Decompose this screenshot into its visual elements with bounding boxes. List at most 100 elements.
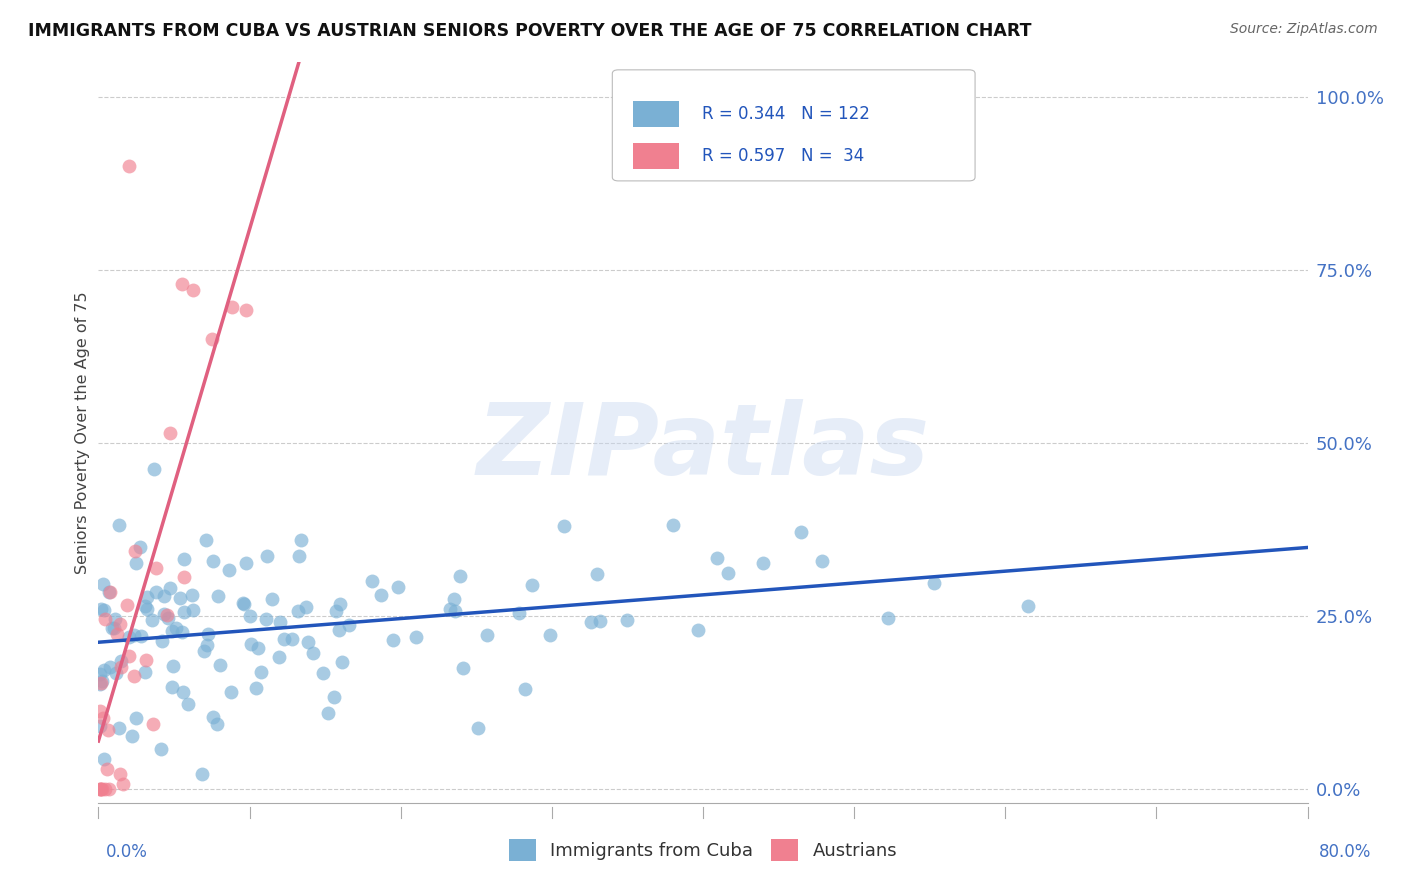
Point bbox=[125, 556, 148, 570]
Point bbox=[89, 781, 111, 796]
Point bbox=[90, 673, 112, 688]
Point bbox=[589, 615, 612, 629]
Point bbox=[297, 635, 319, 649]
Bar bbox=[633, 101, 679, 127]
Point bbox=[98, 584, 121, 599]
Point bbox=[145, 560, 167, 574]
Point bbox=[89, 676, 111, 690]
Point bbox=[439, 602, 461, 616]
Point bbox=[98, 660, 121, 674]
Point bbox=[789, 524, 811, 539]
Point bbox=[207, 717, 229, 731]
Point bbox=[281, 632, 304, 646]
Point bbox=[256, 549, 278, 564]
FancyBboxPatch shape bbox=[613, 70, 976, 181]
Point bbox=[467, 721, 489, 735]
Point bbox=[209, 658, 232, 673]
Text: ZIPatlas: ZIPatlas bbox=[477, 399, 929, 496]
Point bbox=[302, 646, 325, 660]
Point bbox=[717, 566, 740, 581]
Point bbox=[141, 613, 163, 627]
Point bbox=[288, 549, 311, 563]
Point bbox=[219, 684, 242, 698]
Point bbox=[221, 300, 243, 314]
Point bbox=[94, 612, 117, 626]
Point bbox=[118, 159, 141, 173]
Point bbox=[522, 578, 544, 592]
Point bbox=[124, 543, 146, 558]
Point bbox=[128, 541, 150, 555]
Point bbox=[1017, 599, 1039, 613]
Point bbox=[108, 616, 131, 631]
Point bbox=[287, 604, 309, 618]
Point bbox=[170, 277, 193, 291]
Legend: Immigrants from Cuba, Austrians: Immigrants from Cuba, Austrians bbox=[502, 831, 904, 868]
Text: IMMIGRANTS FROM CUBA VS AUSTRIAN SENIORS POVERTY OVER THE AGE OF 75 CORRELATION : IMMIGRANTS FROM CUBA VS AUSTRIAN SENIORS… bbox=[28, 22, 1032, 40]
Point bbox=[328, 624, 350, 638]
Point bbox=[202, 554, 225, 568]
Point bbox=[153, 607, 176, 621]
Point bbox=[136, 590, 159, 604]
Point bbox=[195, 638, 218, 652]
Point bbox=[111, 776, 134, 790]
Point bbox=[387, 580, 409, 594]
Point bbox=[197, 627, 219, 641]
Point bbox=[90, 781, 112, 796]
Point bbox=[145, 585, 167, 599]
Point bbox=[616, 613, 638, 627]
Point bbox=[337, 618, 360, 632]
Text: 0.0%: 0.0% bbox=[105, 843, 148, 861]
Point bbox=[89, 719, 111, 733]
Point bbox=[451, 660, 474, 674]
Point bbox=[122, 669, 145, 683]
Point bbox=[661, 518, 683, 533]
Point bbox=[90, 781, 112, 796]
Point bbox=[173, 552, 195, 566]
Point bbox=[173, 570, 195, 584]
Point bbox=[325, 604, 347, 618]
Text: 80.0%: 80.0% bbox=[1319, 843, 1371, 861]
Point bbox=[207, 589, 229, 603]
Point bbox=[108, 766, 131, 780]
Point bbox=[269, 615, 291, 629]
Point bbox=[142, 717, 165, 731]
Point bbox=[922, 575, 945, 590]
Point bbox=[706, 551, 728, 566]
Point bbox=[232, 596, 254, 610]
Point bbox=[538, 627, 561, 641]
Point bbox=[250, 665, 273, 679]
Point bbox=[235, 556, 257, 570]
Point bbox=[240, 637, 263, 651]
Point bbox=[508, 606, 530, 620]
Point bbox=[135, 652, 157, 666]
Point bbox=[89, 781, 111, 796]
Point bbox=[811, 554, 834, 568]
Point bbox=[89, 667, 111, 681]
Point bbox=[477, 628, 499, 642]
Point bbox=[157, 611, 180, 625]
Point bbox=[90, 601, 112, 615]
Point bbox=[177, 698, 200, 712]
Y-axis label: Seniors Poverty Over the Age of 75: Seniors Poverty Over the Age of 75 bbox=[75, 292, 90, 574]
Point bbox=[405, 630, 427, 644]
Point bbox=[195, 533, 218, 547]
Point bbox=[143, 461, 166, 475]
Point bbox=[247, 640, 270, 655]
Point bbox=[103, 621, 125, 635]
Point bbox=[115, 598, 138, 612]
Point bbox=[191, 767, 214, 781]
Point bbox=[162, 658, 184, 673]
Point bbox=[444, 604, 467, 618]
Point bbox=[134, 599, 156, 614]
Point bbox=[93, 576, 115, 591]
Point bbox=[93, 752, 115, 766]
Point bbox=[183, 602, 205, 616]
Point bbox=[125, 711, 148, 725]
Point bbox=[160, 680, 183, 694]
Text: R = 0.344   N = 122: R = 0.344 N = 122 bbox=[702, 104, 870, 122]
Point bbox=[233, 598, 256, 612]
Point bbox=[105, 627, 128, 641]
Point bbox=[173, 606, 195, 620]
Point bbox=[201, 710, 224, 724]
Point bbox=[201, 332, 224, 346]
